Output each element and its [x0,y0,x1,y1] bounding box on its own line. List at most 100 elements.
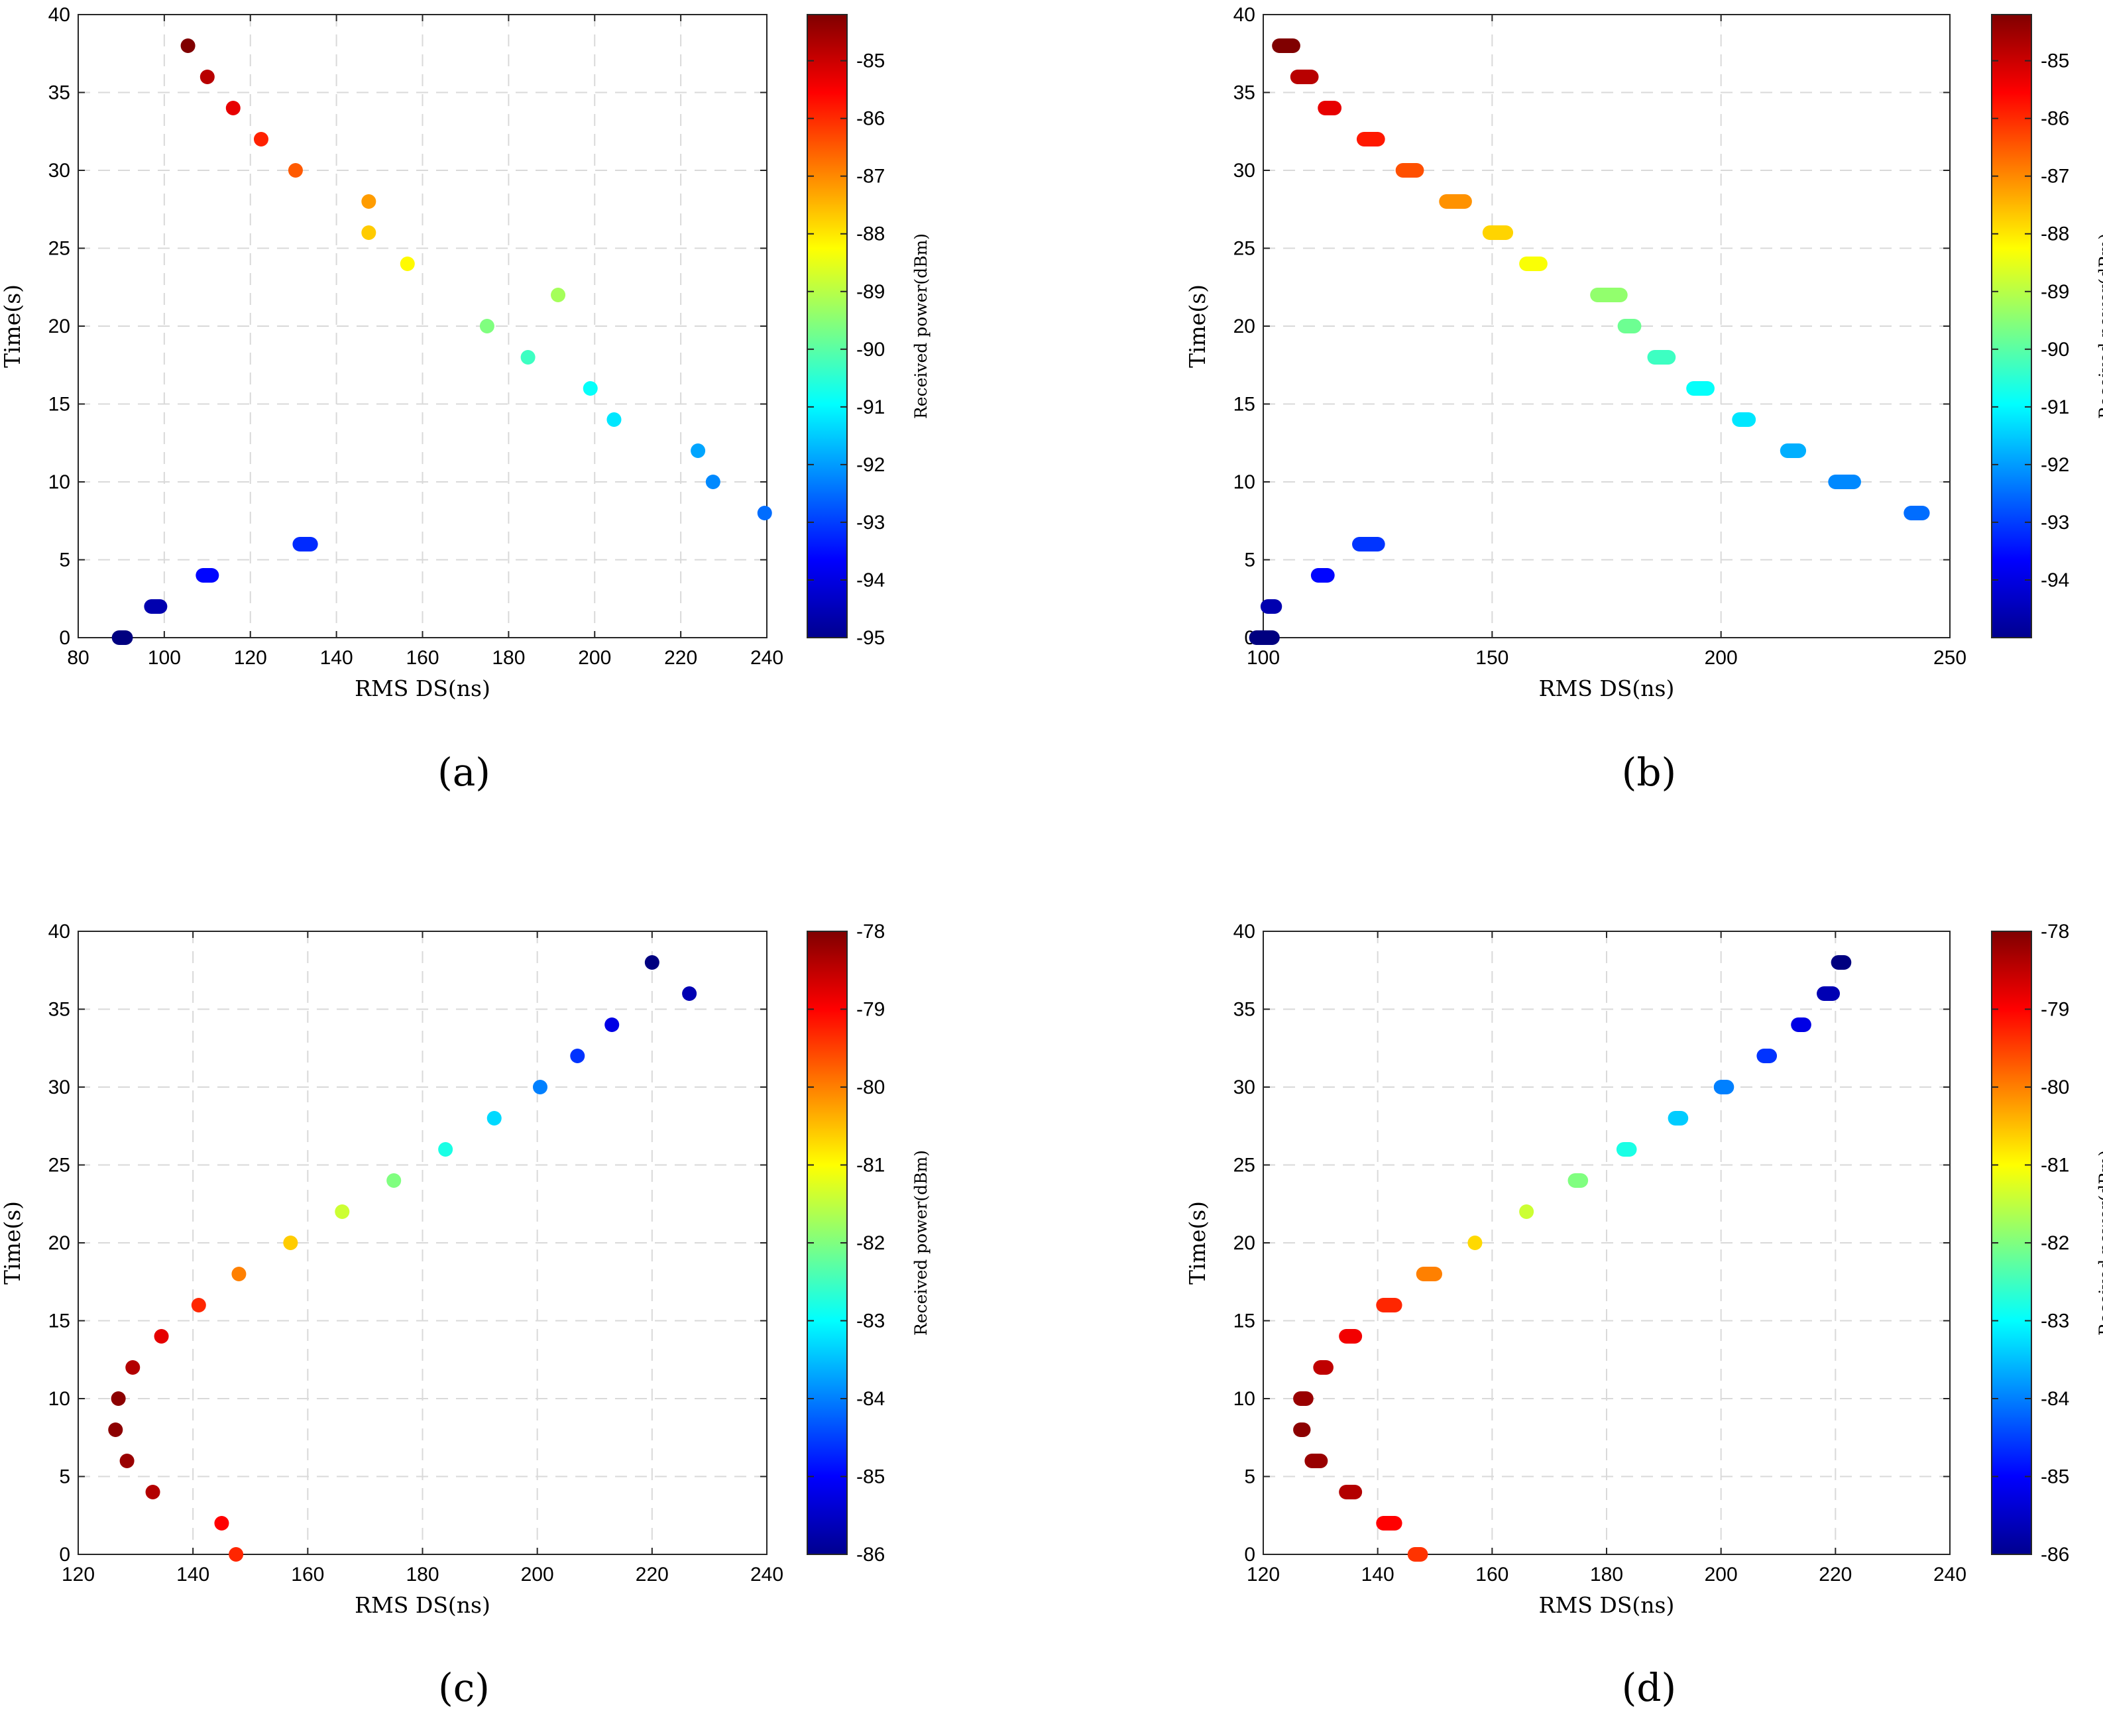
x-tick-label: 200 [521,1564,554,1586]
x-tick-label: 150 [1475,647,1508,669]
x-tick-label: 250 [1933,647,1966,669]
data-point [108,1422,123,1437]
y-tick-label: 25 [48,1155,70,1177]
y-tick-label: 20 [1233,1232,1255,1254]
x-tick-label: 160 [406,647,439,669]
data-point [1352,537,1385,551]
data-point [111,630,133,645]
y-tick-label: 30 [1233,1076,1255,1098]
colorbar-tick-label: -86 [856,108,885,130]
y-axis-title: Time(s) [1184,1201,1210,1285]
colorbar-tick-label: -78 [2041,921,2069,943]
data-point [229,1547,244,1562]
data-point [604,1017,620,1032]
data-point [361,194,376,209]
data-point [1395,163,1424,178]
colorbar-tick-label: -79 [2041,999,2069,1021]
colorbar-tick-label: -85 [2041,50,2069,72]
data-point [1668,1111,1689,1126]
x-tick-label: 180 [406,1564,439,1586]
x-tick-label: 240 [750,1564,783,1586]
data-point [144,599,168,614]
colorbar-title: Received power(dBm) [911,233,931,419]
colorbar-tick-label: -87 [856,166,885,188]
data-point [1376,1516,1402,1531]
data-point [532,1080,547,1094]
data-point [1293,1391,1314,1406]
panel-label: (d) [1622,1665,1676,1710]
y-tick-label: 25 [1233,238,1255,260]
data-point [1272,38,1300,53]
colorbar-tick-label: -85 [2041,1466,2069,1488]
y-tick-label: 30 [48,160,70,182]
data-point [1304,1454,1328,1468]
y-tick-label: 10 [1233,471,1255,493]
y-tick-label: 35 [1233,82,1255,104]
x-tick-label: 200 [1705,647,1738,669]
data-point [691,443,706,458]
x-axis-title: RMS DS(ns) [1539,1592,1675,1618]
data-point [1313,1360,1334,1375]
x-axis-title: RMS DS(ns) [355,1592,490,1618]
y-tick-label: 20 [48,316,70,337]
x-axis-title: RMS DS(ns) [355,675,490,701]
y-tick-label: 15 [48,394,70,416]
panel-a: 80 100 120 140 160 180 200 220 240 0 5 10 15 20 25 30 35… [0,4,931,795]
x-tick-label: 80 [67,647,89,669]
data-point [292,537,318,551]
colorbar [807,14,848,638]
y-tick-label: 10 [48,471,70,493]
colorbar-tick-label: -87 [2041,166,2069,188]
colorbar-tick-label: -90 [856,339,885,361]
colorbar-tick-label: -86 [2041,108,2069,130]
y-tick-label: 20 [1233,316,1255,337]
colorbar-tick-label: -82 [856,1232,885,1254]
data-point [1376,1298,1402,1312]
data-point [1713,1080,1734,1094]
x-tick-label: 140 [320,647,353,669]
y-tick-label: 10 [1233,1388,1255,1410]
data-point [1616,1142,1637,1157]
y-tick-label: 5 [59,550,70,571]
x-tick-label: 100 [148,647,181,669]
colorbar-tick-label: -89 [856,281,885,303]
x-tick-label: 120 [62,1564,95,1586]
y-tick-label: 10 [48,1388,70,1410]
colorbar-tick-label: -89 [2041,281,2069,303]
y-axis-title: Time(s) [0,284,25,368]
colorbar-tick-label: -93 [856,512,885,534]
data-point [1439,194,1472,209]
panel-label: (a) [437,750,490,795]
data-point [1519,257,1548,271]
x-tick-label: 140 [176,1564,209,1586]
data-point [214,1516,229,1531]
data-point [125,1360,141,1375]
y-axis-title: Time(s) [0,1201,25,1285]
colorbar-title: Received power(dBm) [2096,233,2103,419]
y-tick-label: 20 [48,1232,70,1254]
data-point [438,1142,453,1157]
data-point [1290,70,1319,84]
data-point [1732,412,1756,427]
data-point [191,1298,206,1312]
colorbar-tick-label: -91 [2041,396,2069,418]
data-point [196,568,219,583]
colorbar-tick-label: -82 [2041,1232,2069,1254]
colorbar-tick-label: -83 [2041,1310,2069,1332]
data-point [1416,1267,1442,1281]
data-point [145,1485,160,1499]
panel-c: 120 140 160 180 200 220 240 0 5 10 15 20 25 30 35 40 RMS… [0,921,931,1710]
colorbar-tick-label: -91 [856,396,885,418]
panels-root: 80 100 120 140 160 180 200 220 24005101520253035… [0,4,2103,1710]
y-tick-label: 0 [59,627,70,649]
y-axis-title: Time(s) [1184,284,1210,368]
colorbar-tick-label: -86 [856,1544,885,1566]
data-point [154,1329,169,1344]
colorbar-tick-label: -85 [856,1466,885,1488]
y-tick-label: 30 [48,1076,70,1098]
data-point [231,1267,247,1281]
colorbar-tick-label: -78 [856,921,885,943]
data-point [1318,101,1342,115]
y-tick-label: 15 [48,1310,70,1332]
